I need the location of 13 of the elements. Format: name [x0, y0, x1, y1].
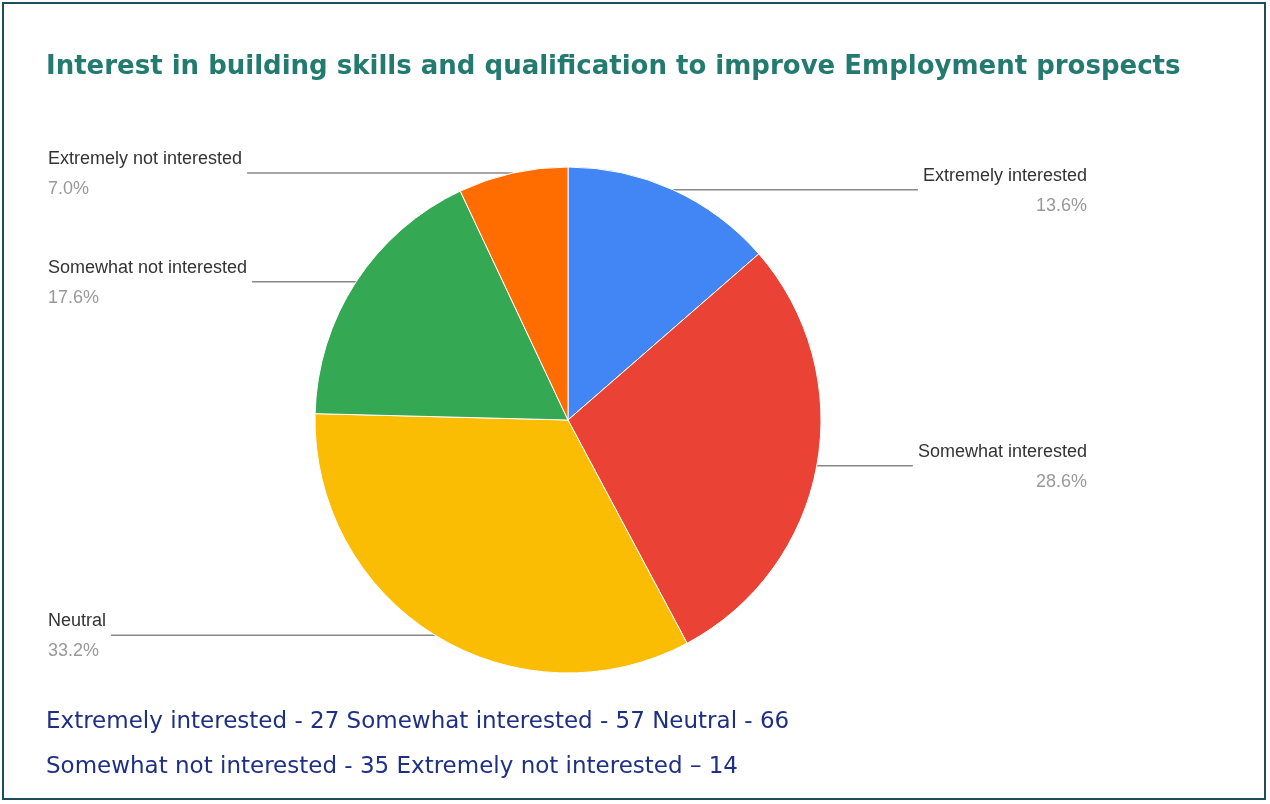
- data-label: 28.6%: [1035, 470, 1087, 491]
- slice-label: Somewhat not interested: [48, 256, 248, 277]
- slice-label: Extremely not interested: [48, 148, 243, 169]
- text: Somewhat not interested - 35 Extremely not interested – 14: [46, 751, 739, 780]
- text: Extremely interested - 27 Somewhat interested - 57 Neutral - 66: [46, 706, 790, 735]
- data-label: 13.6%: [1035, 194, 1087, 215]
- data-label: 7.0%: [48, 178, 90, 199]
- data-label: 17.6%: [48, 286, 100, 307]
- slice-label: Extremely interested: [922, 164, 1087, 185]
- data-label: 33.2%: [48, 640, 100, 661]
- slice-label: Neutral: [48, 610, 107, 631]
- chart-title: Interest in building skills and qualification to improve Employment prospects: [46, 50, 1181, 80]
- slice-label: Somewhat interested: [917, 440, 1087, 461]
